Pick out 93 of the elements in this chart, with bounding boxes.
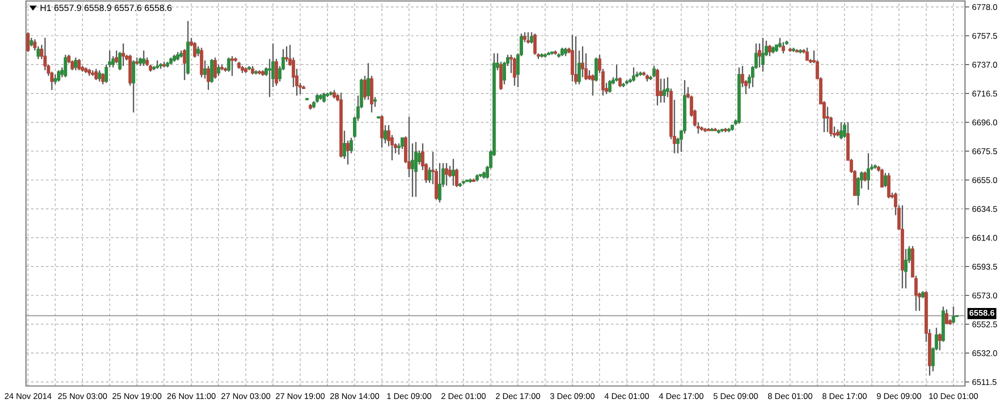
x-tick-label: 8 Dec 17:00 [822,393,867,400]
candlestick [662,78,666,104]
candlestick [132,60,136,114]
candlestick [284,46,288,62]
candlestick [944,308,948,324]
x-tick-label: 10 Dec 01:00 [929,393,978,400]
candlestick [574,36,578,85]
candlestick [523,32,526,43]
x-tick-label: 1 Dec 09:00 [387,393,432,400]
y-tick-label: 6757.5 [972,32,998,39]
candlestick [444,162,448,186]
candlestick [64,54,68,78]
candlestick [414,141,418,198]
candlestick [884,172,888,188]
x-tick-label: 26 Nov 11:00 [167,393,216,400]
candlestick [842,122,846,138]
candlestick [182,48,186,81]
candlestick [632,66,636,82]
candlestick [346,140,350,166]
x-tick-label: 4 Dec 17:00 [658,393,704,400]
y-tick-label: 6675.5 [972,148,998,154]
x-tick-label: 27 Nov 03:00 [221,393,270,400]
x-tick-label: 5 Dec 09:00 [714,393,758,400]
candlestick [591,74,594,96]
candlestick [588,70,592,81]
candlestick [227,56,230,72]
candlestick [768,44,772,57]
candlestick [407,116,411,178]
candlestick [614,64,618,82]
x-tick-label: 27 Nov 19:00 [276,393,325,400]
candlestick [608,79,612,94]
x-tick-label: 9 Dec 09:00 [876,393,922,400]
candlestick [570,34,574,82]
candlestick [452,158,455,186]
x-tick-label: 25 Nov 19:00 [112,393,162,400]
y-tick-label: 6696.0 [972,120,998,126]
candlestick [101,72,105,85]
y-tick-label: 6634.5 [972,206,998,212]
candlestick [512,56,516,86]
candlestick [380,114,384,148]
candlestick [761,37,765,72]
candlestick [230,56,234,76]
candlestick [880,168,884,188]
candlestick [74,56,78,71]
candlestick [530,32,534,44]
y-tick-label: 6511.5 [972,379,996,386]
candlestick [26,32,30,53]
y-tick-label: 6655.0 [972,177,998,184]
candlestick [322,92,326,104]
y-tick-label: 6614.0 [972,234,998,241]
candlestick [533,33,537,56]
candlestick [866,152,870,190]
candlestick [526,32,530,44]
candlestick [782,41,786,54]
candlestick [200,47,204,78]
candlestick [56,70,60,82]
x-tick-label: 28 Nov 14:00 [330,393,380,400]
y-tick-label: 6552.5 [972,321,998,328]
candlestick [98,70,102,82]
candlestick [216,64,220,76]
candlestick [863,170,867,182]
y-tick-label: 6737.0 [972,62,998,68]
chart-title: H1 6557.9 6558.9 6557.6 6558.6 [40,4,172,12]
x-tick-label: 24 Nov 2014 [4,393,52,400]
x-tick-label: 4 Dec 01:00 [604,393,649,400]
y-tick-label: 6778.0 [972,4,998,10]
candlestick [580,46,584,78]
x-tick-label: 25 Nov 03:00 [58,393,107,400]
candlestick [438,162,442,204]
x-tick-label: 3 Dec 09:00 [550,393,595,400]
candlestick [94,68,98,81]
y-tick-label: 6573.0 [972,292,998,298]
candlestick [203,60,207,80]
candlestick [366,62,370,100]
x-tick-label: 8 Dec 01:00 [768,393,812,400]
candlestick [839,122,843,140]
candlestick [122,42,125,67]
candlestick [952,306,956,324]
y-tick-label: 6532.0 [972,350,998,356]
candlestick [805,47,809,62]
y-tick-label: 6716.5 [972,90,998,97]
candlestick [213,56,217,80]
x-tick-label: 2 Dec 17:00 [496,393,540,400]
ref-line-label: 6558.6 [969,310,994,316]
candlestick [268,58,272,98]
candlestick [54,74,57,85]
candlestick [114,50,118,64]
x-tick-label: 2 Dec 01:00 [441,393,486,400]
candlestick [142,50,146,67]
candlestick [938,332,942,351]
y-tick-label: 6593.5 [972,264,998,270]
candlestick [193,41,196,58]
candlestick [887,172,890,199]
